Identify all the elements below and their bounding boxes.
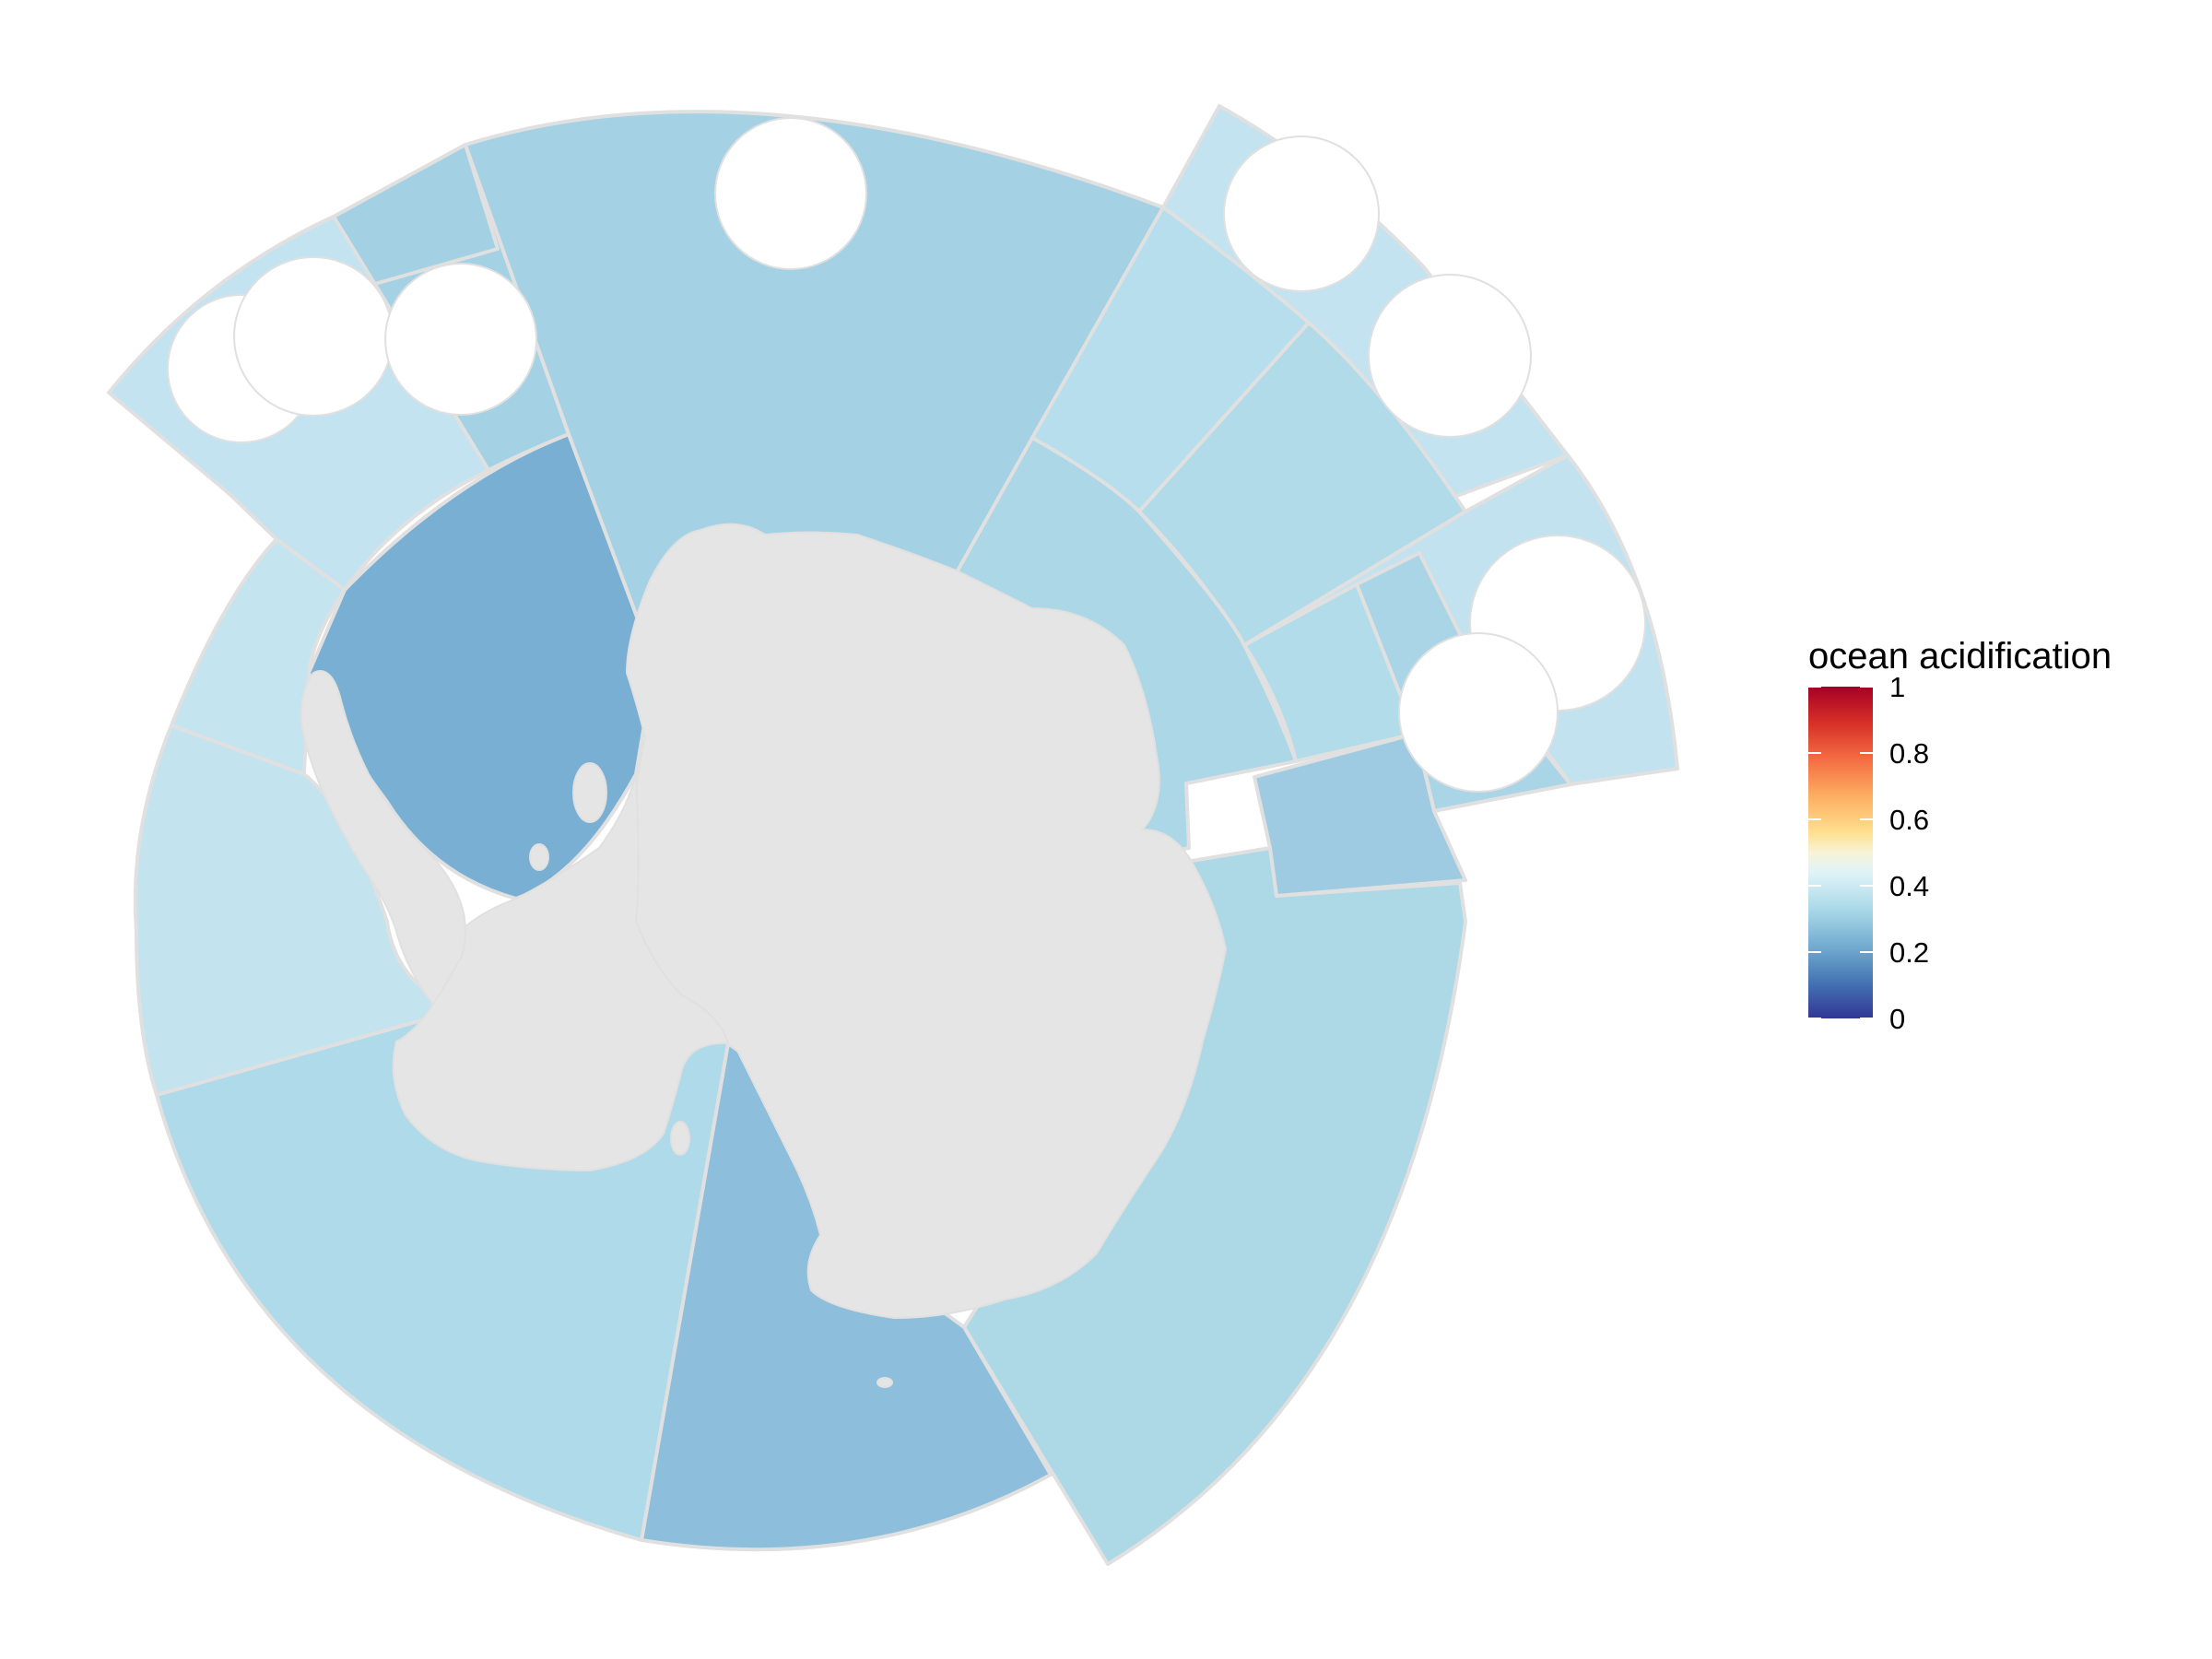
balleny-islands bbox=[877, 1377, 893, 1388]
legend-tick-label: 0.6 bbox=[1889, 804, 1929, 836]
color-legend: ocean acidification 1 0.8 0.6 0.4 0.2 0 bbox=[1808, 636, 2112, 1035]
legend-tick-label: 0.2 bbox=[1889, 936, 1929, 969]
island-zone-heard bbox=[1398, 632, 1559, 793]
island-zone-crozet bbox=[1368, 274, 1532, 438]
island-exclusion-zones bbox=[167, 117, 1646, 793]
siple-island bbox=[670, 1121, 690, 1156]
island-zone-prince-edward bbox=[1223, 135, 1380, 292]
island-zone-south-georgia-b bbox=[233, 256, 394, 417]
legend-tick-label: 0.8 bbox=[1889, 737, 1929, 770]
region-heard-mcdonald[interactable] bbox=[1242, 582, 1418, 763]
legend-title: ocean acidification bbox=[1808, 636, 2112, 677]
legend-ticks: 1 0.8 0.6 0.4 0.2 0 bbox=[1808, 671, 1929, 1035]
island-zone-south-sandwich bbox=[384, 263, 537, 416]
ronne-ice-island bbox=[572, 762, 607, 823]
antarctica-west bbox=[392, 773, 730, 1172]
legend-tick-label: 0.4 bbox=[1889, 870, 1929, 902]
legend-colorbar bbox=[1808, 687, 1873, 1018]
antarctic-peninsula bbox=[300, 670, 466, 1006]
antarctica-landmass bbox=[300, 523, 1228, 1388]
legend-tick-label: 0 bbox=[1889, 1003, 1905, 1035]
berkner-island bbox=[529, 843, 549, 871]
island-zone-bouvet bbox=[714, 117, 867, 270]
legend-tick-label: 1 bbox=[1889, 671, 1905, 703]
